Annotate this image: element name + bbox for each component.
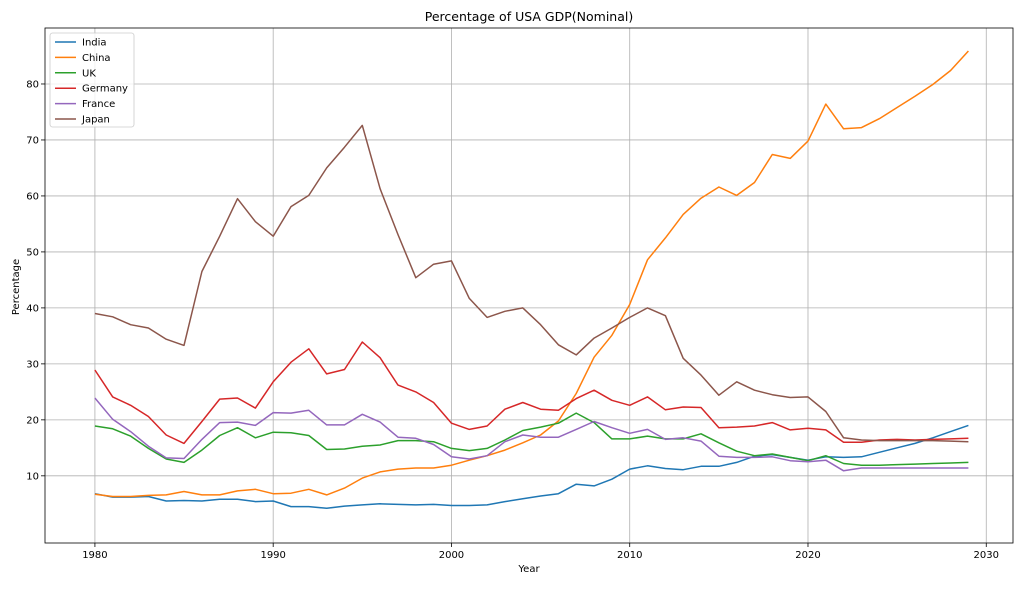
y-tick-label: 70 bbox=[26, 135, 39, 146]
y-tick-label: 20 bbox=[26, 415, 39, 426]
plot-frame bbox=[44, 27, 1014, 544]
y-tick-label: 40 bbox=[26, 303, 39, 314]
series-line-germany bbox=[94, 341, 969, 445]
series-line-japan bbox=[94, 124, 969, 443]
legend-label-uk: UK bbox=[82, 68, 96, 79]
series-line-china bbox=[94, 50, 969, 498]
legend-label-germany: Germany bbox=[82, 84, 128, 95]
x-axis-label: Year bbox=[517, 564, 540, 575]
y-tick-label: 60 bbox=[26, 191, 39, 202]
series-lines bbox=[94, 50, 969, 510]
y-tick-label: 10 bbox=[26, 471, 39, 482]
x-tick-label: 2020 bbox=[795, 550, 820, 561]
y-axis-label: Percentage bbox=[11, 259, 22, 315]
chart-title: Percentage of USA GDP(Nominal) bbox=[425, 9, 633, 24]
x-tick-label: 2000 bbox=[439, 550, 464, 561]
legend-label-china: China bbox=[82, 53, 111, 64]
legend-label-japan: Japan bbox=[81, 115, 110, 126]
series-line-india bbox=[94, 424, 969, 510]
x-tick-label: 1980 bbox=[82, 550, 107, 561]
x-tick-label: 2010 bbox=[617, 550, 642, 561]
x-tick-label: 2030 bbox=[974, 550, 999, 561]
legend-label-india: India bbox=[82, 38, 107, 49]
y-tick-label: 50 bbox=[26, 247, 39, 258]
grid bbox=[45, 28, 1013, 543]
series-line-france bbox=[94, 397, 969, 472]
legend-label-france: France bbox=[82, 99, 115, 110]
series-line-uk bbox=[94, 412, 969, 466]
legend: India China UK Germany France Japan bbox=[49, 32, 135, 128]
x-tick-label: 1990 bbox=[260, 550, 285, 561]
y-tick-label: 30 bbox=[26, 359, 39, 370]
y-tick-label: 80 bbox=[26, 79, 39, 90]
